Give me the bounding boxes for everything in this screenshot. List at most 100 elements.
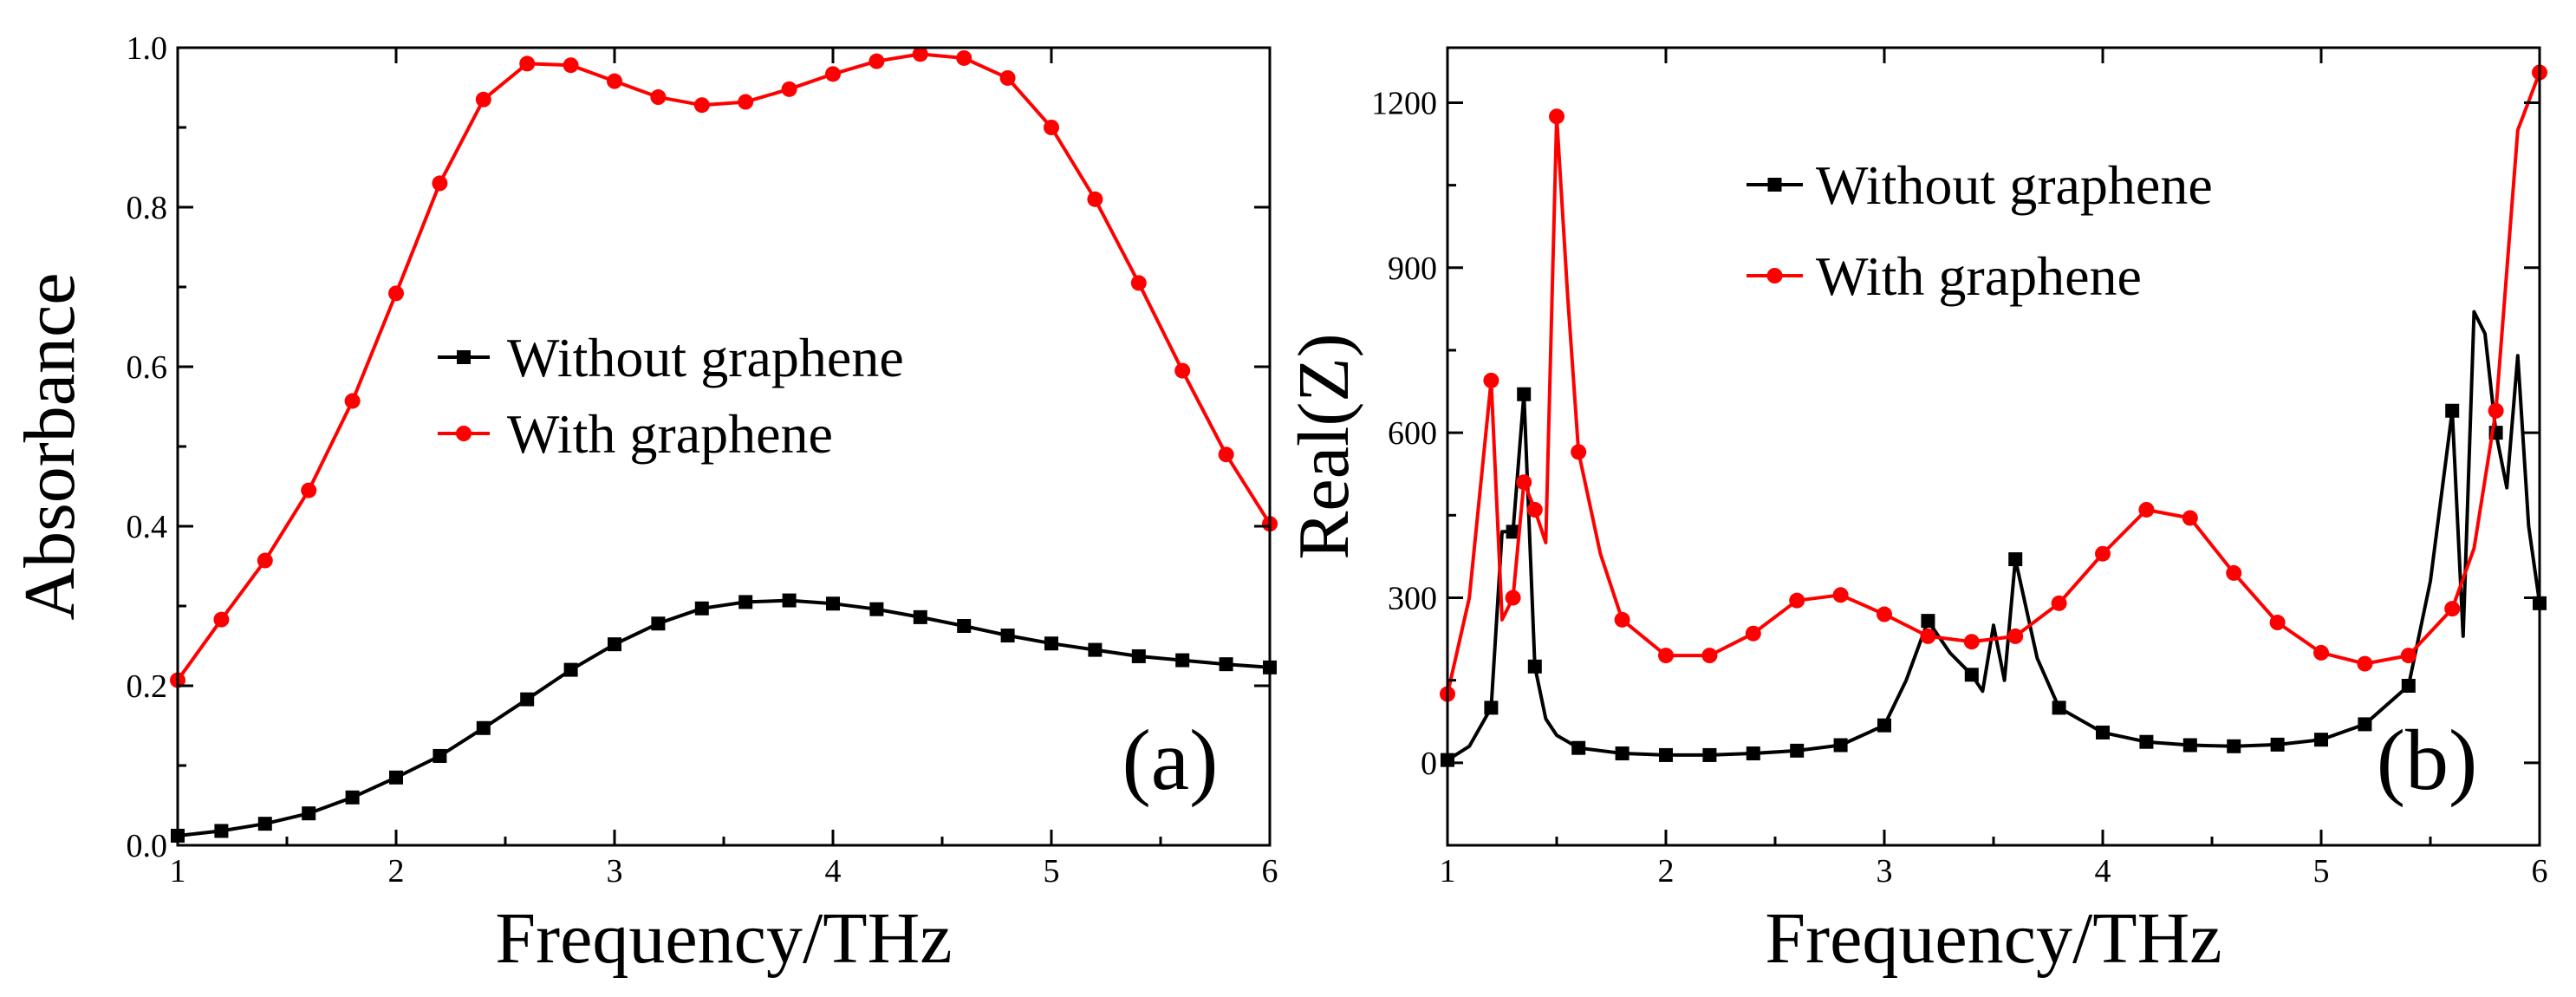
panel-a-legend: Without graphene With graphene bbox=[438, 327, 904, 465]
data-point-with-graphene bbox=[213, 611, 230, 628]
panel-b-series-layer bbox=[1440, 64, 2547, 767]
data-point-with-graphene bbox=[1505, 590, 1521, 606]
panel-b-legend-label-without-graphene: Without graphene bbox=[1816, 154, 2213, 216]
series-line-with-graphene bbox=[176, 52, 1272, 681]
x-tick-label: 5 bbox=[2313, 853, 2330, 889]
data-point-with-graphene bbox=[2051, 595, 2067, 611]
panel-a: 1 2 3 4 5 6 0.0 0.2 0.4 0.6 0.8 1.0 Absorbance Freq… bbox=[10, 30, 1278, 979]
data-point-with-graphene bbox=[2357, 655, 2373, 672]
data-point-with-graphene bbox=[519, 55, 536, 72]
data-point-without-graphene bbox=[1877, 718, 1891, 733]
y-tick-label: 0.8 bbox=[127, 190, 168, 226]
data-point-with-graphene bbox=[2007, 628, 2024, 644]
data-point-with-graphene bbox=[1963, 634, 1980, 650]
panel-b-y-axis-title: Real(Z) bbox=[1284, 333, 1364, 559]
data-point-with-graphene bbox=[607, 73, 622, 89]
data-point-without-graphene bbox=[1527, 659, 1542, 674]
data-point-with-graphene bbox=[2444, 601, 2461, 617]
panel-a-label: (a) bbox=[1122, 712, 1219, 808]
panel-b-legend-marker-without-graphene bbox=[1767, 178, 1782, 192]
panel-a-legend-label-without-graphene: Without graphene bbox=[507, 327, 904, 388]
data-point-with-graphene bbox=[2226, 564, 2242, 581]
y-tick-label: 900 bbox=[1388, 251, 1437, 287]
data-point-with-graphene bbox=[1789, 592, 1805, 609]
data-point-with-graphene bbox=[1130, 275, 1147, 291]
y-tick-label: 0.0 bbox=[127, 828, 168, 864]
data-point-without-graphene bbox=[302, 806, 316, 821]
data-point-with-graphene bbox=[1516, 474, 1532, 491]
data-point-without-graphene bbox=[1517, 387, 1532, 401]
data-point-with-graphene bbox=[2313, 644, 2329, 661]
panel-a-legend-marker-with-graphene bbox=[456, 426, 472, 441]
data-point-without-graphene bbox=[1571, 740, 1586, 755]
data-point-with-graphene bbox=[738, 94, 754, 110]
data-point-with-graphene bbox=[2138, 501, 2155, 518]
data-point-without-graphene bbox=[1615, 746, 1630, 761]
data-point-without-graphene bbox=[2182, 738, 2197, 753]
series-line-without-graphene bbox=[177, 598, 1271, 837]
data-point-without-graphene bbox=[2401, 679, 2416, 693]
data-point-without-graphene bbox=[2139, 734, 2154, 749]
data-point-without-graphene bbox=[2445, 403, 2460, 418]
panel-a-series-layer bbox=[170, 46, 1278, 843]
data-point-with-graphene bbox=[1920, 628, 1936, 644]
data-point-without-graphene bbox=[1921, 614, 1935, 629]
data-point-without-graphene bbox=[1746, 746, 1760, 761]
data-point-without-graphene bbox=[1044, 636, 1058, 651]
panel-a-legend-label-with-graphene: With graphene bbox=[507, 403, 833, 465]
data-point-with-graphene bbox=[1832, 587, 1849, 603]
y-tick-label: 600 bbox=[1388, 415, 1437, 452]
data-point-with-graphene bbox=[650, 89, 667, 106]
y-tick-label: 300 bbox=[1388, 580, 1437, 616]
data-point-without-graphene bbox=[1790, 743, 1805, 758]
y-tick-label: 1200 bbox=[1371, 85, 1437, 121]
data-point-with-graphene bbox=[1044, 120, 1059, 135]
panel-b-legend-label-with-graphene: With graphene bbox=[1816, 245, 2142, 307]
x-tick-label: 1 bbox=[170, 853, 186, 889]
data-point-without-graphene bbox=[476, 720, 491, 735]
y-tick-label: 0 bbox=[1421, 746, 1437, 782]
panel-a-y-axis-title: Absorbance bbox=[10, 272, 90, 620]
data-point-with-graphene bbox=[1658, 648, 1674, 664]
data-point-without-graphene bbox=[1659, 747, 1673, 762]
data-point-without-graphene bbox=[782, 593, 797, 608]
y-tick-label: 0.4 bbox=[127, 509, 168, 545]
x-tick-label: 5 bbox=[1044, 853, 1060, 889]
data-point-with-graphene bbox=[1218, 446, 1234, 463]
data-point-with-graphene bbox=[388, 285, 404, 302]
data-point-without-graphene bbox=[2270, 737, 2285, 752]
panel-a-legend-marker-without-graphene bbox=[457, 350, 471, 364]
x-tick-label: 3 bbox=[1877, 853, 1893, 889]
data-point-without-graphene bbox=[563, 662, 578, 677]
panel-b: 1 2 3 4 5 6 0 300 600 900 1200 Real(Z) Frequency/T… bbox=[1284, 46, 2548, 979]
x-tick-label: 3 bbox=[607, 853, 623, 889]
data-point-with-graphene bbox=[1087, 191, 1103, 207]
panel-b-legend-marker-with-graphene bbox=[1766, 268, 1783, 283]
data-point-without-graphene bbox=[2227, 739, 2241, 753]
data-point-with-graphene bbox=[1483, 372, 1499, 388]
series-line-without-graphene bbox=[1446, 310, 2541, 762]
data-point-with-graphene bbox=[2269, 615, 2286, 631]
data-point-without-graphene bbox=[608, 637, 621, 652]
data-point-without-graphene bbox=[826, 596, 840, 611]
data-point-without-graphene bbox=[957, 619, 972, 633]
panel-a-x-axis-title: Frequency/THz bbox=[495, 898, 952, 979]
panel-b-legend: Without graphene With graphene bbox=[1747, 154, 2213, 307]
data-point-with-graphene bbox=[1549, 108, 1564, 125]
data-point-without-graphene bbox=[913, 609, 927, 624]
data-point-with-graphene bbox=[563, 57, 579, 74]
data-point-with-graphene bbox=[2095, 545, 2111, 562]
data-point-without-graphene bbox=[2052, 701, 2066, 715]
x-tick-label: 4 bbox=[825, 853, 842, 889]
data-point-without-graphene bbox=[257, 817, 272, 831]
data-point-without-graphene bbox=[2314, 733, 2328, 747]
data-point-without-graphene bbox=[869, 602, 884, 616]
data-point-without-graphene bbox=[1000, 629, 1015, 643]
data-point-with-graphene bbox=[2182, 510, 2198, 526]
data-point-without-graphene bbox=[1219, 657, 1233, 672]
data-point-with-graphene bbox=[257, 552, 273, 569]
x-tick-label: 2 bbox=[388, 853, 405, 889]
data-point-without-graphene bbox=[1484, 701, 1499, 715]
data-point-with-graphene bbox=[1571, 444, 1587, 460]
data-point-with-graphene bbox=[1877, 606, 1892, 622]
